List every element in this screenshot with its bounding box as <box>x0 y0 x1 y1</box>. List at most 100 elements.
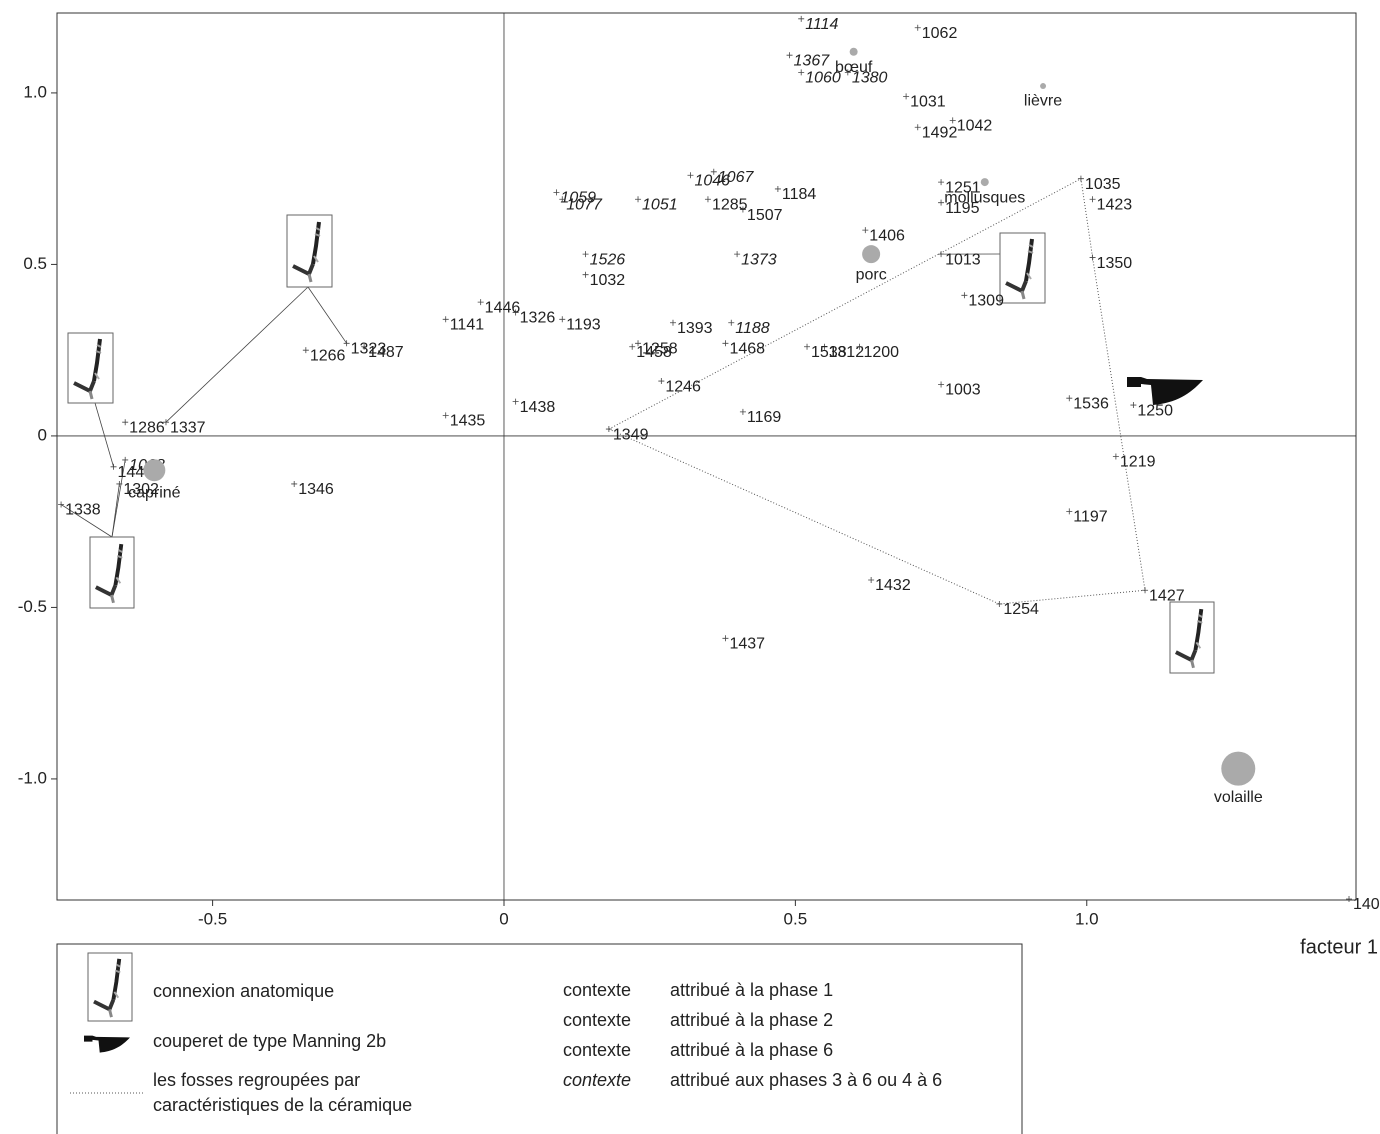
point <box>728 319 735 326</box>
point <box>559 196 566 203</box>
legend-text: les fosses regroupées par <box>153 1070 360 1090</box>
point <box>1077 175 1084 182</box>
point-label: 1337 <box>170 419 206 436</box>
y-tick-label: 0 <box>38 425 47 444</box>
point <box>477 299 484 306</box>
point <box>1089 196 1096 203</box>
point <box>868 576 875 583</box>
point <box>804 343 811 350</box>
point <box>110 463 117 470</box>
point-label: 1349 <box>613 426 649 443</box>
point <box>996 600 1003 607</box>
connection-line <box>307 286 347 344</box>
point <box>1066 395 1073 402</box>
point-label: capriné <box>128 484 181 501</box>
point <box>635 340 642 347</box>
point <box>798 15 805 22</box>
legend: connexion anatomique couperet de type Ma… <box>56 943 1023 1134</box>
legend-text: caractéristiques de la céramique <box>153 1095 412 1115</box>
point <box>734 251 741 258</box>
legend-icon-box <box>87 952 133 1022</box>
legend-label: attribué à la phase 6 <box>670 1040 833 1060</box>
point-label: 1285 <box>712 196 748 213</box>
plot-frame <box>56 12 1357 901</box>
point <box>1089 254 1096 261</box>
point-label: 1195 <box>945 200 980 217</box>
point-label: 1258 <box>642 341 678 358</box>
point-label: 1393 <box>677 320 713 337</box>
point-label: 1077 <box>566 196 603 213</box>
point-label: lièvre <box>1024 92 1062 109</box>
point <box>162 419 169 426</box>
point-label: 1437 <box>729 636 765 653</box>
point-label: 1438 <box>520 399 556 416</box>
point-label: 1046 <box>694 172 730 189</box>
point-label: 1406 <box>869 227 905 244</box>
point <box>844 69 851 76</box>
point-label: 1060 <box>805 70 841 87</box>
connection-line <box>94 402 114 467</box>
point <box>58 501 65 508</box>
point <box>553 189 560 196</box>
point-label: mollusques <box>944 189 1025 206</box>
point <box>361 343 368 350</box>
point-label: 1184 <box>782 186 817 203</box>
legend-key: contexte <box>563 1070 631 1090</box>
point-label: 1435 <box>450 413 486 430</box>
point-label: 1302 <box>123 481 159 498</box>
point-label: 1492 <box>922 124 958 141</box>
point-label: 1067 <box>718 169 755 186</box>
point <box>722 340 729 347</box>
point-label: 1250 <box>1137 402 1173 419</box>
point-label: 1373 <box>741 251 777 268</box>
point <box>1142 587 1149 594</box>
point <box>739 206 746 213</box>
legend-label: attribué à la phase 2 <box>670 1010 833 1030</box>
point-label: 1013 <box>945 251 981 268</box>
point <box>669 319 676 326</box>
point <box>658 378 665 385</box>
connection-line <box>111 483 120 538</box>
point-label: 1458 <box>636 344 672 361</box>
point-label: 1309 <box>968 293 1004 310</box>
x-tick-label: 0 <box>499 909 508 928</box>
point <box>687 172 694 179</box>
point <box>798 69 805 76</box>
point-label: 1326 <box>520 310 556 327</box>
point-label: 1538 <box>811 344 847 361</box>
bubble <box>980 178 989 187</box>
point-label: volaille <box>1214 789 1263 806</box>
point-label: 1141 <box>450 317 485 334</box>
point-label: 1446 <box>485 299 521 316</box>
y-tick-label: -0.5 <box>18 597 47 616</box>
point-label: 1219 <box>1120 454 1156 471</box>
legend-label: attribué aux phases 3 à 6 ou 4 à 6 <box>670 1070 942 1090</box>
point-label: 1246 <box>665 378 701 395</box>
point <box>862 227 869 234</box>
point-label: 1423 <box>1097 196 1133 213</box>
point <box>559 316 566 323</box>
point-label: bœuf <box>835 59 873 76</box>
point <box>582 251 589 258</box>
point-label: 1526 <box>590 251 626 268</box>
cleaver-icon <box>1127 377 1203 405</box>
point-label: 1487 <box>368 344 404 361</box>
point <box>1112 453 1119 460</box>
point <box>605 426 612 433</box>
point <box>722 635 729 642</box>
bubble <box>849 47 858 56</box>
point-label: 1507 <box>747 207 783 224</box>
point-label: 1169 <box>747 409 782 426</box>
point <box>704 196 711 203</box>
point-label: 1427 <box>1149 587 1185 604</box>
legend-cleaver-icon <box>84 1035 130 1053</box>
point <box>961 292 968 299</box>
point <box>938 251 945 258</box>
point-label: 1197 <box>1073 509 1108 526</box>
point-label: 1003 <box>945 382 981 399</box>
point-label: 1031 <box>910 94 946 111</box>
point <box>1130 402 1137 409</box>
legend-box <box>56 943 1023 1134</box>
point-label: 1114 <box>805 16 838 33</box>
